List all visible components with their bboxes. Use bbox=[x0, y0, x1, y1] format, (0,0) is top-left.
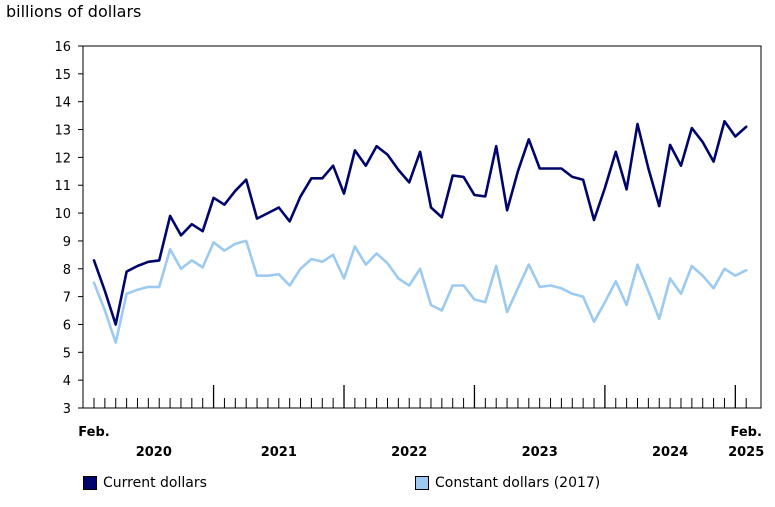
legend-label-constant: Constant dollars (2017) bbox=[435, 475, 601, 491]
y-tick-label: 5 bbox=[63, 346, 71, 361]
x-year-label: 2020 bbox=[136, 445, 172, 460]
plot-area bbox=[82, 45, 762, 409]
series-line-constant-dollars bbox=[92, 239, 748, 344]
y-tick-label: 15 bbox=[54, 68, 71, 83]
x-year-label: 2024 bbox=[652, 445, 688, 460]
series-lines bbox=[92, 119, 748, 344]
y-tick-label: 11 bbox=[54, 179, 71, 194]
legend-swatch-constant bbox=[415, 476, 429, 490]
y-axis: 3 4 5 6 7 8 9 10 11 12 13 14 15 16 bbox=[54, 40, 83, 417]
y-tick-label: 6 bbox=[63, 318, 71, 333]
y-tick-label: 13 bbox=[54, 124, 71, 139]
y-tick-label: 9 bbox=[63, 235, 71, 250]
y-tick-label: 4 bbox=[63, 374, 71, 389]
y-tick-label: 16 bbox=[54, 40, 71, 55]
x-year-label: 2021 bbox=[261, 445, 297, 460]
y-tick-label: 12 bbox=[54, 151, 71, 166]
legend-swatch-current bbox=[83, 476, 97, 490]
y-axis-label: billions of dollars bbox=[6, 2, 142, 21]
x-year-label: 2022 bbox=[391, 445, 427, 460]
legend-item-current: Current dollars bbox=[83, 475, 207, 491]
line-chart: 3 4 5 6 7 8 9 10 11 12 13 14 15 16 Feb. Feb. 2020 2021 20… bbox=[54, 40, 764, 460]
y-tick-label: 14 bbox=[54, 96, 71, 111]
legend-item-constant: Constant dollars (2017) bbox=[415, 475, 600, 491]
y-tick-label: 10 bbox=[54, 207, 71, 222]
x-end-month-label: Feb. bbox=[730, 425, 761, 440]
series-line-current-dollars bbox=[92, 119, 748, 326]
x-axis: Feb. Feb. 2020 2021 2022 2023 2024 2025 bbox=[78, 385, 764, 460]
y-tick-label: 7 bbox=[63, 291, 71, 306]
y-tick-label: 3 bbox=[63, 402, 71, 417]
x-year-label: 2025 bbox=[728, 445, 764, 460]
x-year-label: 2023 bbox=[522, 445, 558, 460]
x-start-month-label: Feb. bbox=[78, 425, 109, 440]
y-tick-label: 8 bbox=[63, 263, 71, 278]
legend-label-current: Current dollars bbox=[103, 475, 207, 491]
